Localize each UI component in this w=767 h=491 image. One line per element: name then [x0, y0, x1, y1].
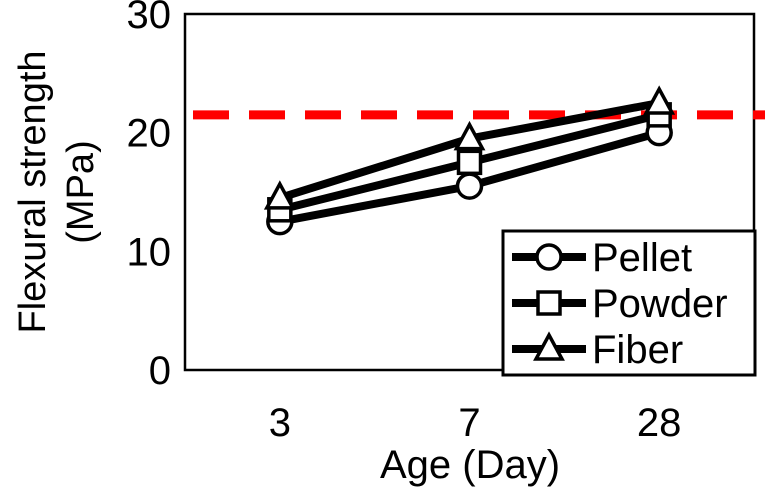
plot-border [183, 12, 756, 372]
legend-marker-pellet [535, 243, 563, 271]
y-tick-label-30: 30 [127, 0, 172, 37]
legend-item-pellet: Pellet [512, 236, 692, 280]
y-tick-label-20: 20 [127, 112, 172, 156]
y-axis-title: Flexural strength (MPa) [12, 50, 102, 333]
legend-label-powder: Powder [592, 282, 728, 326]
x-tick-label-7: 7 [458, 401, 480, 445]
marker-powder-7 [456, 149, 483, 176]
y-axis-title-line1: Flexural strength [12, 50, 54, 333]
y-tick-label-10: 10 [127, 230, 172, 274]
legend-item-powder: Powder [512, 282, 728, 326]
x-axis-title: Age (Day) [380, 443, 560, 487]
marker-fiber-3 [263, 180, 296, 210]
y-tick-label-0: 0 [149, 349, 171, 393]
legend-label-pellet: Pellet [592, 236, 692, 280]
legend-marker-fiber [533, 331, 565, 361]
legend-marker-powder [536, 290, 562, 316]
marker-fiber-28 [643, 85, 676, 115]
legend-label-fiber: Fiber [592, 328, 683, 372]
x-tick-label-28: 28 [637, 401, 682, 445]
y-axis-title-line2: (MPa) [60, 140, 102, 243]
marker-fiber-7 [453, 120, 486, 151]
marker-pellet-7 [455, 172, 484, 200]
legend-item-fiber: Fiber [512, 328, 683, 372]
x-tick-label-3: 3 [269, 401, 291, 445]
